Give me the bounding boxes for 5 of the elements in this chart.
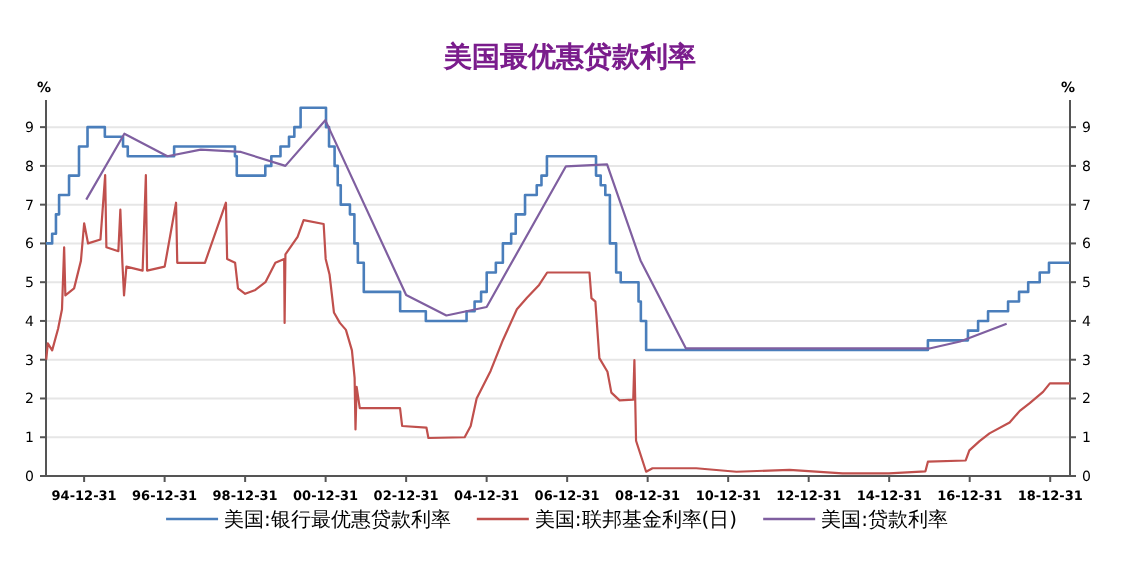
legend-label: 美国:贷款利率	[821, 508, 948, 532]
chart-title: 美国最优惠贷款利率	[442, 40, 696, 74]
line-series	[85, 119, 1008, 350]
legend-label: 美国:银行最优惠贷款利率	[224, 508, 451, 532]
legend-label: 美国:联邦基金利率(日)	[534, 508, 738, 532]
